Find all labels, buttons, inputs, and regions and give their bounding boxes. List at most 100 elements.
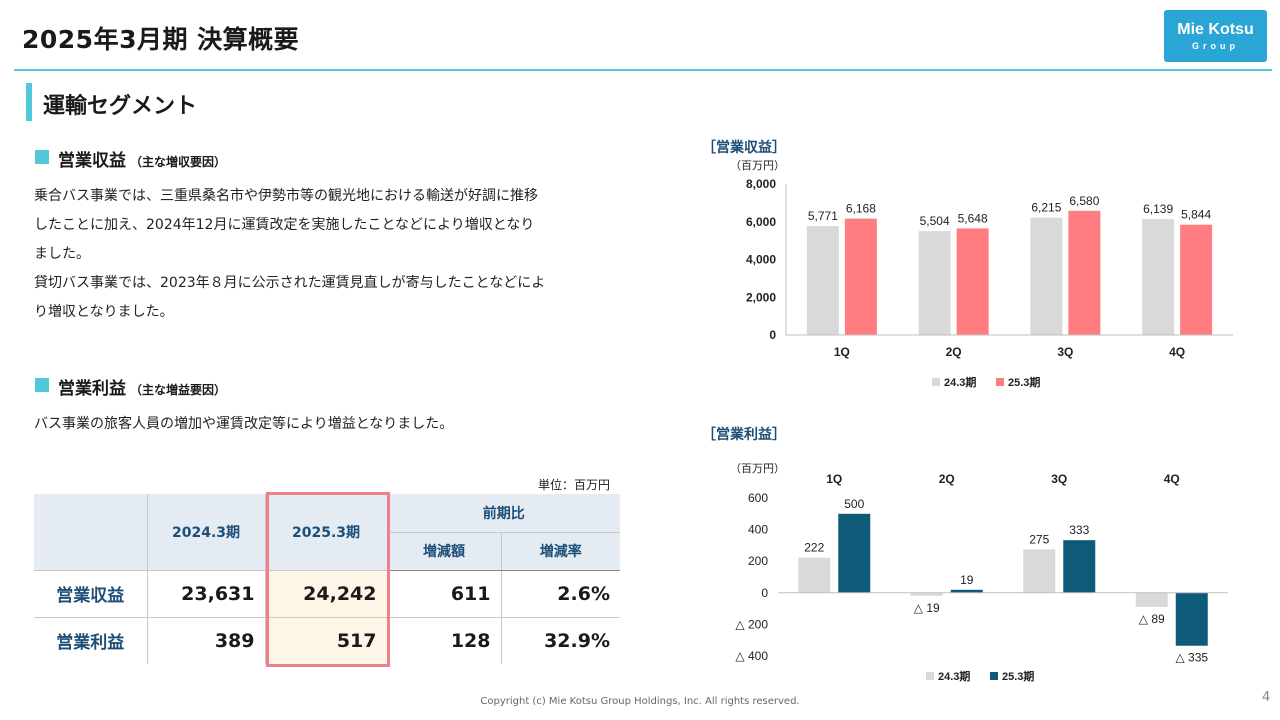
chart-bar bbox=[1175, 592, 1208, 646]
table-row: 営業利益 389 517 128 32.9% bbox=[34, 617, 620, 664]
profit-chart-title: ［営業利益］ bbox=[702, 427, 786, 443]
chart-bar bbox=[838, 513, 871, 593]
chart-bar bbox=[918, 231, 951, 335]
table-corner-cell bbox=[34, 494, 148, 571]
chart-bar bbox=[1142, 219, 1175, 335]
column-header-curr: 2025.3期 bbox=[265, 494, 388, 571]
revenue-heading-text: 営業収益 bbox=[58, 151, 126, 171]
profit-chart-unit: （百万円） bbox=[730, 462, 785, 475]
revenue-line: したことに加え、2024年12月に運賃改定を実施したことなどにより増収となり bbox=[34, 217, 535, 233]
y-tick-label: 8,000 bbox=[746, 177, 776, 191]
chart-bar bbox=[956, 228, 989, 335]
column-header-diff: 増減額 bbox=[387, 532, 502, 571]
legend-swatch bbox=[932, 378, 940, 386]
column-header-yoy: 前期比 bbox=[387, 494, 620, 533]
revenue-line: 乗合バス事業では、三重県桑名市や伊勢市等の観光地における輸送が好調に推移 bbox=[34, 188, 538, 204]
revenue-line: 貸切バス事業では、2023年８月に公示された運賃見直しが寄与したことなどによ bbox=[34, 275, 546, 291]
revenue-chart-title: ［営業収益］ bbox=[702, 140, 786, 156]
legend-label: 25.3期 bbox=[1008, 375, 1040, 389]
profit-heading-note: （主な増益要因） bbox=[130, 383, 227, 397]
data-label: 5,844 bbox=[1181, 208, 1211, 222]
data-label: 5,771 bbox=[808, 209, 838, 223]
revenue-line: り増収となりました。 bbox=[34, 304, 174, 320]
chart-bar bbox=[1180, 224, 1213, 335]
chart-bar bbox=[1030, 217, 1063, 335]
y-tick-label: △ 400 bbox=[735, 649, 768, 663]
x-tick-label: 2Q bbox=[939, 472, 955, 486]
revenue-heading: 営業収益 （主な増収要因） bbox=[58, 146, 226, 171]
chart-bar bbox=[844, 218, 877, 335]
column-header-rate: 増減率 bbox=[501, 532, 620, 571]
cell-prev: 389 bbox=[147, 617, 266, 664]
cell-diff: 128 bbox=[387, 617, 502, 664]
cell-prev: 23,631 bbox=[147, 570, 266, 618]
chart-bar bbox=[910, 592, 943, 596]
x-tick-label: 3Q bbox=[1057, 345, 1073, 359]
data-label: 19 bbox=[960, 573, 974, 587]
chart-bar bbox=[950, 589, 983, 593]
x-tick-label: 1Q bbox=[834, 345, 850, 359]
logo-line1: Mie Kotsu bbox=[1177, 21, 1254, 38]
logo-line2: Group bbox=[1192, 41, 1239, 51]
section-accent-bar bbox=[26, 83, 32, 121]
page-title: 2025年3月期 決算概要 bbox=[22, 25, 300, 54]
table-unit-label: 単位：百万円 bbox=[538, 478, 611, 492]
x-tick-label: 4Q bbox=[1164, 472, 1180, 486]
profit-bullet-square bbox=[35, 378, 49, 392]
x-tick-label: 4Q bbox=[1169, 345, 1185, 359]
row-label: 営業利益 bbox=[34, 617, 148, 664]
financial-summary-table: 2024.3期 2025.3期 前期比 増減額 増減率 営業収益 23,631 … bbox=[34, 494, 620, 664]
revenue-chart: 0 2,000 4,000 6,000 8,000 5,771 6,168 1Q 5,504 5,… bbox=[746, 177, 1233, 389]
y-tick-label: 4,000 bbox=[746, 253, 776, 267]
column-header-prev: 2024.3期 bbox=[147, 494, 266, 571]
revenue-bullet-square bbox=[35, 150, 49, 164]
data-label: 6,139 bbox=[1143, 202, 1173, 216]
cell-rate: 2.6% bbox=[501, 570, 620, 618]
chart-bar bbox=[806, 226, 839, 335]
x-tick-label: 2Q bbox=[946, 345, 962, 359]
profit-heading: 営業利益 （主な増益要因） bbox=[58, 374, 226, 399]
cell-curr: 517 bbox=[265, 617, 388, 664]
revenue-line: ました。 bbox=[34, 246, 90, 262]
copyright-footer: Copyright (c) Mie Kotsu Group Holdings, … bbox=[480, 696, 800, 707]
company-logo: Mie Kotsu Group bbox=[1164, 10, 1267, 62]
revenue-heading-note: （主な増収要因） bbox=[130, 155, 227, 169]
x-tick-label: 3Q bbox=[1051, 472, 1067, 486]
legend-label: 25.3期 bbox=[1002, 669, 1034, 683]
cell-rate: 32.9% bbox=[544, 629, 610, 652]
y-tick-label: 200 bbox=[748, 554, 768, 568]
data-label: △ 19 bbox=[914, 601, 940, 615]
chart-bar bbox=[1023, 549, 1056, 593]
revenue-description: 乗合バス事業では、三重県桑名市や伊勢市等の観光地における輸送が好調に推移 したこ… bbox=[34, 182, 545, 327]
data-label: △ 335 bbox=[1175, 651, 1208, 665]
page-number: 4 bbox=[1262, 690, 1271, 705]
cell-diff: 611 bbox=[387, 570, 502, 618]
legend-swatch bbox=[926, 672, 934, 680]
legend-label: 24.3期 bbox=[938, 669, 970, 683]
data-label: 6,580 bbox=[1069, 194, 1099, 208]
chart-bar bbox=[798, 557, 831, 593]
data-label: 6,168 bbox=[846, 202, 876, 216]
x-tick-label: 1Q bbox=[826, 472, 842, 486]
y-tick-label: 600 bbox=[748, 491, 768, 505]
data-label: 222 bbox=[804, 541, 824, 555]
title-divider bbox=[14, 69, 1272, 71]
profit-heading-text: 営業利益 bbox=[58, 379, 126, 399]
data-label: 6,215 bbox=[1031, 201, 1061, 215]
data-label: △ 89 bbox=[1139, 612, 1165, 626]
y-tick-label: 400 bbox=[748, 523, 768, 537]
y-tick-label: 0 bbox=[761, 586, 768, 600]
cell-curr: 24,242 bbox=[265, 570, 388, 618]
data-label: 5,648 bbox=[958, 211, 988, 225]
legend-swatch bbox=[996, 378, 1004, 386]
data-label: 275 bbox=[1029, 532, 1049, 546]
y-tick-label: 0 bbox=[769, 328, 776, 342]
revenue-chart-unit: （百万円） bbox=[730, 159, 785, 172]
y-tick-label: △ 200 bbox=[735, 617, 768, 631]
table-row: 営業収益 23,631 24,242 611 2.6% bbox=[34, 570, 620, 618]
row-label: 営業収益 bbox=[34, 570, 148, 618]
data-label: 500 bbox=[844, 497, 864, 511]
legend-label: 24.3期 bbox=[944, 375, 976, 389]
data-label: 5,504 bbox=[920, 214, 950, 228]
